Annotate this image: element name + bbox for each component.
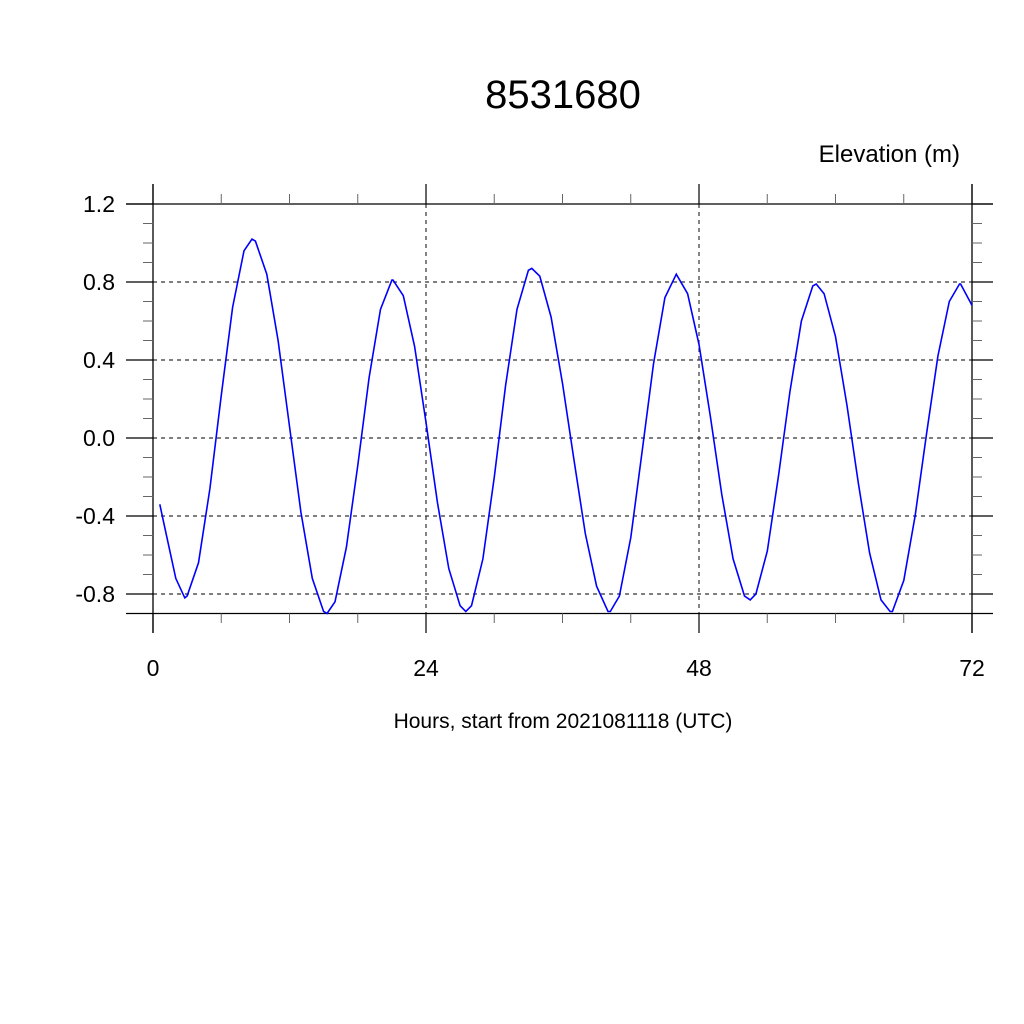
x-tick-label: 24 (413, 655, 439, 681)
x-tick-label: 72 (959, 655, 985, 681)
y-tick-label: 0.4 (83, 347, 115, 373)
y-tick-label: 0.0 (83, 425, 115, 451)
x-axis-label: Hours, start from 2021081118 (UTC) (394, 710, 733, 733)
x-tick-label: 0 (147, 655, 160, 681)
y-tick-label: 1.2 (83, 191, 115, 217)
elevation-line (159, 238, 973, 615)
y-tick-label: -0.8 (75, 581, 115, 607)
x-tick-label: 48 (686, 655, 712, 681)
tick-labels: 1.2 0.8 0.4 0.0 -0.4 -0.8 0 24 48 72 (75, 191, 984, 681)
grid-lines (153, 204, 972, 614)
y-tick-label: 0.8 (83, 269, 115, 295)
chart-title: 8531680 (485, 73, 641, 117)
series-layer (159, 238, 973, 615)
y-axis-label: Elevation (m) (819, 141, 960, 168)
y-tick-label: -0.4 (75, 503, 115, 529)
axes (126, 184, 993, 633)
